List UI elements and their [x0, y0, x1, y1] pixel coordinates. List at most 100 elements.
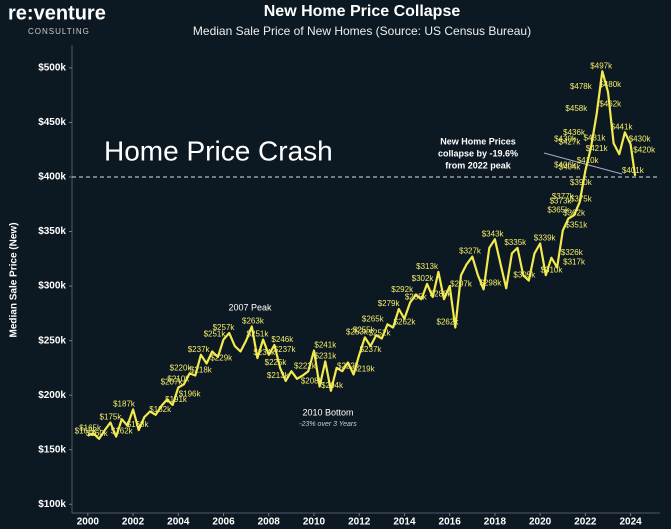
data-label: $431k [584, 133, 607, 142]
data-label: $165k [79, 423, 102, 432]
data-label: $365k [547, 205, 570, 214]
data-label: $288k [430, 289, 453, 298]
data-label: $251k [204, 330, 227, 339]
data-label: $262k [437, 318, 460, 327]
data-label: $234k [253, 348, 276, 357]
data-label: $441k [611, 122, 634, 131]
data-label: $196k [179, 390, 202, 399]
data-label: $310k [541, 265, 564, 274]
x-tick-label: 2022 [574, 517, 597, 528]
x-tick-label: 2002 [122, 517, 145, 528]
data-label: $160k [86, 429, 109, 438]
data-label: $351k [565, 221, 588, 230]
data-label: $213k [267, 371, 290, 380]
logo-name: re:venture [8, 2, 106, 24]
data-label: $427k [559, 138, 582, 147]
y-tick-label: $300k [38, 281, 66, 292]
annotation: 2010 Bottom [302, 407, 353, 417]
data-label: $497k [590, 61, 613, 70]
data-label: $285k [405, 293, 428, 302]
data-label: $237k [188, 345, 211, 354]
x-tick-label: 2016 [439, 517, 462, 528]
data-label: $237k [360, 345, 383, 354]
annotation: collapse by -19.6% [438, 148, 518, 158]
data-label: $219k [353, 365, 376, 374]
x-tick-label: 2008 [258, 517, 281, 528]
chart-title: New Home Price Collapse [264, 3, 461, 20]
data-label: $375k [570, 194, 593, 203]
x-tick-label: 2010 [303, 517, 326, 528]
data-label: $343k [482, 229, 505, 238]
data-label: $175k [100, 413, 123, 422]
data-label: $297k [450, 279, 473, 288]
line [87, 70, 637, 440]
x-tick-label: 2024 [619, 517, 642, 528]
chart-subtitle: Median Sale Price of New Homes (Source: … [193, 24, 531, 38]
y-tick-label: $350k [38, 226, 66, 237]
data-label: $430k [629, 134, 652, 143]
y-tick-label: $150k [38, 444, 66, 455]
y-tick-label: $500k [38, 63, 66, 74]
data-label: $229k [210, 354, 233, 363]
data-label: $220k [170, 363, 193, 372]
data-label: $326k [561, 248, 584, 257]
x-tick-label: 2018 [484, 517, 507, 528]
data-label: $225k [265, 358, 288, 367]
data-label: $401k [622, 166, 645, 175]
x-tick-label: 2004 [167, 517, 190, 528]
data-label: $302k [412, 274, 435, 283]
x-tick-label: 2014 [393, 517, 416, 528]
data-label: $253k [346, 327, 369, 336]
data-label: $462k [599, 99, 622, 108]
data-label: $305k [513, 271, 536, 280]
headline: Home Price Crash [104, 135, 333, 166]
logo-tagline: CONSULTING [28, 27, 90, 36]
x-tick-label: 2006 [212, 517, 235, 528]
data-label: $162k [75, 427, 98, 436]
data-label: $162k [111, 427, 134, 436]
data-label: $404k [559, 163, 582, 172]
data-label: $187k [113, 399, 136, 408]
data-label: $208k [301, 377, 324, 386]
annotation: from 2022 peak [445, 160, 512, 170]
data-label: $191k [165, 395, 188, 404]
data-label: $480k [599, 80, 622, 89]
annotation: 2007 Peak [228, 302, 272, 312]
data-label: $373k [550, 197, 573, 206]
data-label: $390k [570, 178, 593, 187]
data-label: $478k [570, 82, 593, 91]
data-label: $317k [563, 258, 586, 267]
y-axis-label: Median Sale Price (New) [9, 222, 20, 337]
data-label: $327k [459, 247, 482, 256]
data-label: $339k [534, 234, 557, 243]
data-label: $436k [563, 128, 586, 137]
data-label: $430k [554, 134, 577, 143]
data-label: $362k [563, 209, 586, 218]
y-tick-label: $450k [38, 117, 66, 128]
data-label: $292k [391, 285, 414, 294]
y-tick-label: $250k [38, 335, 66, 346]
y-tick-label: $100k [38, 499, 66, 510]
data-label: $257k [213, 323, 236, 332]
data-label: $420k [633, 145, 656, 154]
x-tick-label: 2012 [348, 517, 371, 528]
data-label: $246k [271, 335, 294, 344]
data-label: $218k [190, 366, 213, 375]
annotation: -23% over 3 Years [299, 421, 357, 428]
annotation: New Home Prices [440, 136, 516, 146]
data-label: $210k [167, 374, 190, 383]
x-tick-label: 2020 [529, 517, 552, 528]
data-label: $204k [321, 381, 344, 390]
data-label: $168k [127, 420, 150, 429]
data-label: $255k [353, 325, 376, 334]
data-label: $263k [242, 317, 265, 326]
data-label: $279k [378, 299, 401, 308]
data-label: $265k [362, 314, 385, 323]
data-label: $406k [554, 161, 577, 170]
data-label: $251k [247, 330, 270, 339]
data-label: $252k [369, 329, 392, 338]
data-label: $222k [337, 361, 360, 370]
data-label: $207k [161, 378, 184, 387]
